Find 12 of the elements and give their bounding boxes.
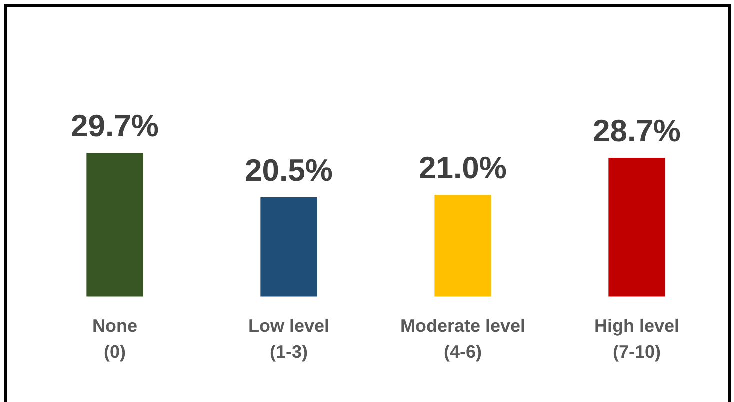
data-label: 21.0% xyxy=(419,150,507,186)
data-label: 29.7% xyxy=(71,108,159,144)
data-label: 20.5% xyxy=(245,152,333,188)
data-label: 28.7% xyxy=(593,113,681,148)
bar xyxy=(608,158,666,297)
x-tick-label: Moderate level (4-6) xyxy=(400,316,526,362)
x-tick-label: None (0) xyxy=(92,316,138,362)
bar xyxy=(434,195,492,297)
x-tick-label: High level (7-10) xyxy=(594,316,680,362)
x-tick-label: Low level (1-3) xyxy=(248,316,330,362)
bar xyxy=(86,153,144,297)
bar xyxy=(260,198,318,297)
